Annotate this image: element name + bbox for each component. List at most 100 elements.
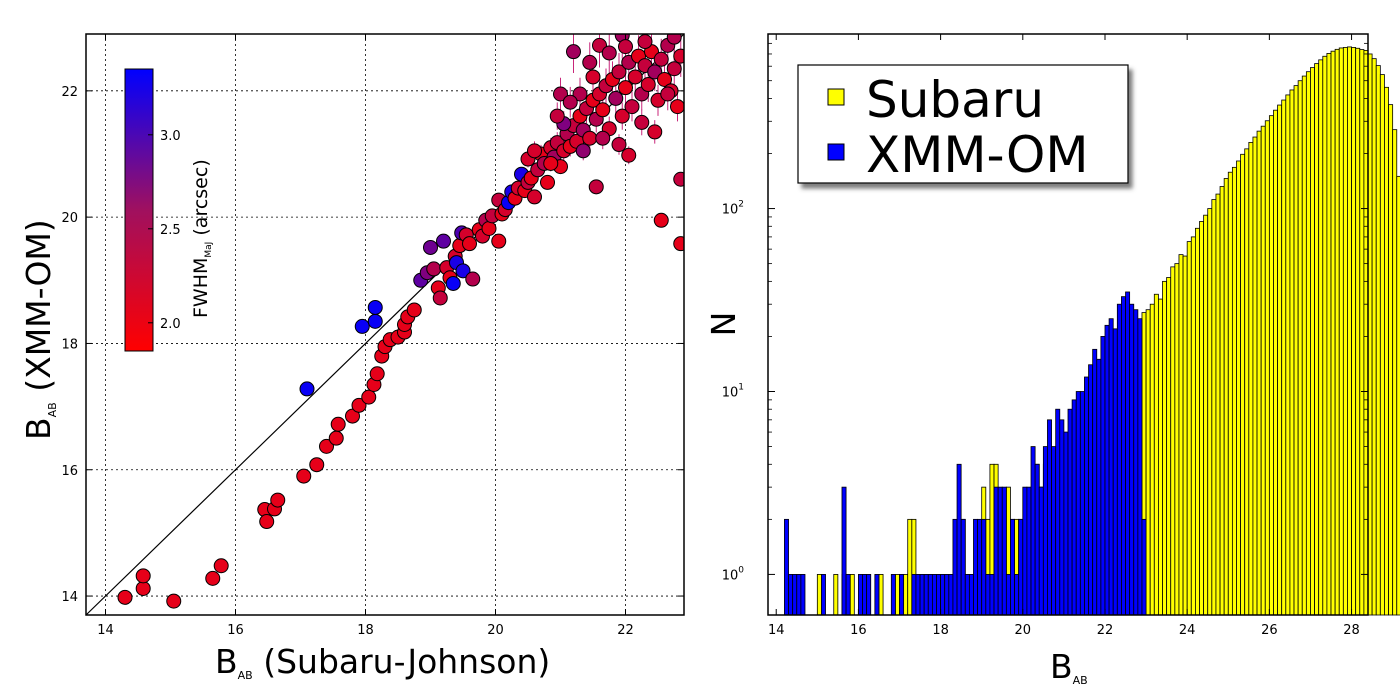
subaru-bar (1347, 46, 1352, 616)
scatter-point (367, 313, 383, 329)
x-tick-label: 20 (487, 623, 504, 638)
subaru-bar (1256, 130, 1262, 616)
scatter-point (647, 124, 663, 140)
scatter-point (595, 130, 611, 146)
xmm-om-bar (981, 518, 987, 616)
xmm-om-bar (792, 574, 798, 616)
x-tick-label: 22 (1097, 623, 1114, 638)
subaru-bar (1244, 148, 1250, 616)
x-tick-label: 20 (1015, 623, 1032, 638)
subaru-bar (1252, 136, 1258, 616)
scatter-point (653, 51, 669, 67)
xmm-om-bar (841, 486, 847, 616)
xmm-om-bar (899, 574, 905, 616)
x-tick-label: 14 (768, 623, 785, 638)
xmm-om-bar (1075, 391, 1081, 616)
subaru-bar (1170, 266, 1176, 616)
legend-swatch-xmm-om (827, 143, 845, 161)
scatter-point (361, 389, 377, 405)
scatter-x-label-sub: AB (238, 669, 253, 682)
x-tick-label: 18 (357, 623, 374, 638)
subaru-bar (1301, 75, 1307, 616)
xmm-om-bar (1096, 358, 1102, 616)
xmm-om-bar (956, 463, 962, 616)
scatter-point (657, 71, 672, 87)
xmm-om-bar (977, 518, 983, 616)
xmm-om-bar (968, 574, 974, 616)
xmm-om-bar (985, 574, 991, 616)
scatter-point (296, 468, 312, 484)
xmm-om-bar (923, 574, 929, 616)
scatter-point (259, 514, 275, 530)
scatter-point (369, 366, 385, 382)
scatter-point (627, 69, 643, 85)
x-tick-label: 28 (1343, 623, 1360, 638)
subaru-bar (1219, 186, 1225, 616)
subaru-bar (1314, 63, 1320, 616)
scatter-point (585, 69, 601, 85)
xmm-om-bar (1063, 431, 1069, 616)
legend: Subaru XMM-OM (797, 64, 1129, 184)
xmm-om-bar (927, 574, 933, 616)
subaru-bar (1293, 85, 1299, 616)
subaru-bar (1396, 175, 1400, 616)
subaru-bar (1318, 59, 1324, 616)
subaru-bar (1211, 199, 1217, 616)
scatter-point (527, 189, 542, 205)
xmm-om-bar (1108, 318, 1114, 616)
xmm-om-bar (948, 574, 954, 616)
xmm-om-bar (1079, 391, 1085, 616)
scatter-point (135, 580, 151, 596)
y-tick-label: 100 (722, 565, 745, 583)
subaru-bar (1215, 193, 1221, 616)
x-tick-label: 22 (617, 623, 634, 638)
subaru-bar (1190, 236, 1196, 616)
xmm-om-bar (936, 574, 942, 616)
subaru-bar (849, 574, 855, 616)
scatter-point (637, 34, 653, 50)
subaru-bar (1207, 208, 1213, 616)
subaru-bar (1281, 99, 1287, 616)
y-tick-label: 18 (61, 337, 78, 352)
y-tick-label: 102 (722, 200, 744, 218)
subaru-bar (1166, 277, 1172, 616)
xmm-om-bar (862, 574, 868, 616)
subaru-bar (1289, 89, 1295, 616)
xmm-om-bar (964, 574, 970, 616)
scatter-point (660, 86, 676, 102)
scatter-point (465, 271, 481, 287)
scatter-point (595, 102, 611, 118)
subaru-bar (1182, 255, 1188, 616)
scatter-point (618, 39, 633, 55)
legend-label-xmm-om: XMM-OM (866, 126, 1088, 184)
subaru-bar (1174, 263, 1180, 616)
scatter-point (549, 108, 565, 124)
scatter-point (455, 263, 471, 279)
xmm-om-bar (1047, 419, 1052, 616)
scatter-point (666, 61, 682, 77)
xmm-om-bar (1137, 318, 1143, 616)
xmm-om-bar (845, 574, 851, 616)
subaru-bar (1194, 227, 1200, 616)
histogram-x-ticks: 14 16 18 20 22 24 26 28 (768, 34, 1360, 638)
scatter-y-ticks: 14 16 18 20 22 (61, 85, 684, 605)
histogram-x-label-main: B (1050, 647, 1073, 686)
subaru-bar (1338, 47, 1344, 616)
subaru-bar (1203, 214, 1209, 616)
xmm-om-bar (1042, 446, 1048, 616)
scatter-point (582, 130, 598, 146)
scatter-point (673, 171, 684, 187)
scatter-point (436, 233, 451, 249)
scatter-point (666, 34, 682, 45)
x-tick-label: 26 (1261, 623, 1278, 638)
scatter-y-label-main: B (19, 417, 58, 440)
histogram-panel: 14 16 18 20 22 24 26 28 100 101 102 BAB N Subaru … (704, 33, 1400, 687)
xmm-om-bar (952, 518, 958, 616)
scatter-y-label: BAB (XMM-OM) (19, 219, 59, 440)
xmm-om-bar (1092, 348, 1098, 616)
xmm-om-bar (821, 574, 826, 616)
xmm-om-bar (1088, 364, 1094, 616)
xmm-om-bar (1112, 328, 1118, 616)
colorbar-label-suffix: (arcsec) (190, 159, 212, 241)
